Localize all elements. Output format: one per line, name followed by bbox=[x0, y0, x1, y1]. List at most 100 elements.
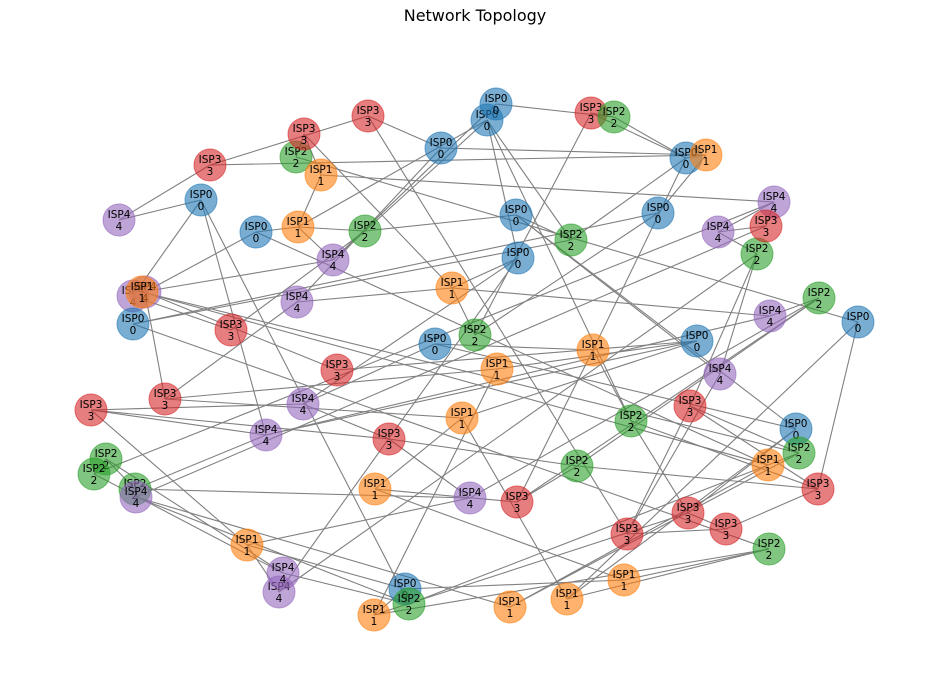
edge-n74-n76 bbox=[141, 291, 800, 454]
edge-n72-n74 bbox=[408, 452, 800, 605]
node-index-label: 1 bbox=[139, 293, 146, 305]
node-isp-label: ISP4 bbox=[709, 363, 732, 375]
node-isp-label: ISP2 bbox=[464, 324, 487, 336]
node-index-label: 4 bbox=[300, 405, 307, 417]
edge-n33-n35 bbox=[336, 340, 698, 371]
node-circle bbox=[74, 393, 108, 427]
node-circle bbox=[230, 528, 264, 562]
node-index-label: 0 bbox=[493, 105, 500, 117]
node-index-label: 0 bbox=[655, 214, 662, 226]
node-circle bbox=[280, 285, 314, 319]
node-isp-label: ISP2 bbox=[788, 442, 811, 454]
node-index-label: 4 bbox=[717, 375, 724, 387]
node-circle bbox=[372, 422, 406, 456]
edge-n60-n62 bbox=[689, 405, 819, 490]
node-circle bbox=[287, 117, 321, 151]
node-circle bbox=[357, 598, 391, 632]
node-circle bbox=[641, 196, 675, 230]
node-circle bbox=[214, 313, 248, 347]
node-index-label: 0 bbox=[484, 121, 491, 133]
edge-n31-n32 bbox=[144, 291, 166, 400]
node-circle bbox=[119, 480, 153, 514]
node-isp-label: ISP1 bbox=[695, 144, 718, 156]
node-circle bbox=[424, 131, 458, 165]
node-isp-label: ISP4 bbox=[707, 221, 730, 233]
node-index-label: 3 bbox=[723, 530, 730, 542]
node-isp-label: ISP4 bbox=[459, 487, 482, 499]
node-isp-label: ISP3 bbox=[220, 319, 243, 331]
node-isp-label: ISP0 bbox=[505, 204, 528, 216]
node-circle bbox=[801, 472, 835, 506]
node-isp-label: ISP1 bbox=[451, 407, 474, 419]
node-index-label: 1 bbox=[621, 581, 628, 593]
edge-n41-n46 bbox=[134, 434, 267, 490]
edge-n19-n21 bbox=[296, 287, 453, 303]
node-index-label: 3 bbox=[514, 503, 521, 515]
node-isp-label: ISP1 bbox=[613, 569, 636, 581]
edge-n36-n37 bbox=[374, 417, 463, 490]
node-isp-label: ISP2 bbox=[620, 410, 643, 422]
edge-n62-n64 bbox=[689, 253, 758, 407]
node-isp-label: ISP4 bbox=[286, 291, 309, 303]
node-index-label: 4 bbox=[767, 317, 774, 329]
node-index-label: 2 bbox=[472, 336, 479, 348]
node-index-label: 0 bbox=[438, 149, 445, 161]
node-circle bbox=[358, 472, 392, 506]
node-circle bbox=[453, 481, 487, 515]
edge-n70-n73 bbox=[135, 496, 511, 608]
node-isp-label: ISP1 bbox=[499, 596, 522, 608]
node-circle bbox=[493, 590, 527, 624]
node-index-label: 3 bbox=[815, 490, 822, 502]
node-index-label: 3 bbox=[588, 114, 595, 126]
node-index-label: 0 bbox=[432, 345, 439, 357]
node-circle bbox=[689, 138, 723, 172]
node-circle bbox=[501, 241, 535, 275]
node-index-label: 3 bbox=[88, 411, 95, 423]
node-circle bbox=[614, 404, 648, 438]
node-isp-label: ISP1 bbox=[310, 164, 333, 176]
node-isp-label: ISP4 bbox=[292, 393, 315, 405]
node-index-label: 0 bbox=[513, 216, 520, 228]
node-index-label: 2 bbox=[796, 454, 803, 466]
edge-n42-n45 bbox=[388, 438, 578, 467]
edge-n56-n60 bbox=[817, 321, 859, 490]
node-index-label: 1 bbox=[494, 370, 501, 382]
node-isp-label: ISP0 bbox=[122, 313, 145, 325]
node-isp-label: ISP0 bbox=[394, 578, 417, 590]
node-isp-label: ISP0 bbox=[847, 311, 870, 323]
node-layer: ISP44ISP00ISP00ISP44ISP00ISP33ISP00ISP22… bbox=[74, 87, 875, 632]
node-index-label: 1 bbox=[564, 600, 571, 612]
edge-n7-n23 bbox=[486, 119, 572, 241]
node-circle bbox=[77, 457, 111, 491]
edge-n30-n44 bbox=[302, 343, 436, 405]
node-circle bbox=[480, 352, 514, 386]
node-circle bbox=[286, 387, 320, 421]
node-circle bbox=[351, 99, 385, 133]
node-isp-label: ISP3 bbox=[616, 523, 639, 535]
edge-n53-n54 bbox=[566, 548, 770, 600]
node-isp-label: ISP1 bbox=[131, 281, 154, 293]
edge-n70-n72 bbox=[135, 496, 410, 605]
node-circle bbox=[751, 448, 785, 482]
